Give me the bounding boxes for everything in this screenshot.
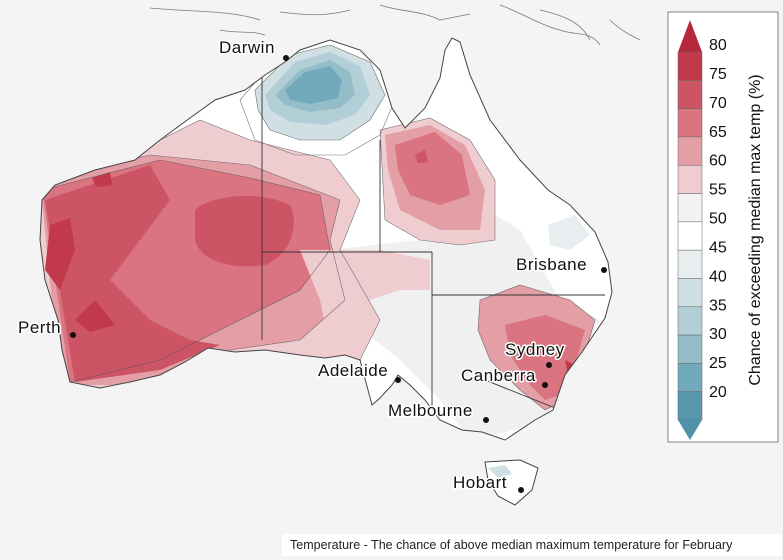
- colorbar-band: [677, 80, 703, 109]
- colorbar-tick-label: 70: [709, 95, 727, 112]
- city-sydney: Sydney: [504, 339, 566, 368]
- city-label-brisbane: Brisbane: [516, 255, 587, 274]
- colorbar-bottom-arrow: [678, 420, 702, 440]
- map-caption: Temperature - The chance of above median…: [282, 534, 782, 556]
- colorbar-tick-label: 60: [709, 153, 727, 170]
- australia-coastline: [39, 37, 613, 441]
- colorbar-title: Chance of exceeding median max temp (%): [747, 74, 764, 385]
- colorbar-tick-label: 80: [709, 37, 727, 54]
- colorbar-band: [677, 136, 703, 166]
- colorbar-band: [677, 306, 703, 336]
- city-label-perth: Perth: [18, 318, 61, 337]
- city-perth: Perth: [17, 317, 76, 339]
- city-brisbane: Brisbane: [515, 254, 607, 276]
- colorbar-band: [677, 108, 703, 138]
- colorbar-tick-labels: 80 75 70 65 60 55 50 45 40 35 30 25 20: [709, 37, 727, 401]
- colorbar-band: [677, 249, 703, 279]
- colorbar-tick-label: 75: [709, 66, 727, 83]
- tasmania: [484, 459, 539, 506]
- city-label-adelaide: Adelaide: [318, 361, 388, 380]
- colorbar-bands: [677, 51, 703, 421]
- neighbour-coastlines: [149, 4, 641, 46]
- city-melbourne: Melbourne: [387, 400, 489, 423]
- colorbar-tick-label: 20: [709, 384, 727, 401]
- colorbar-band: [677, 334, 703, 364]
- city-label-darwin: Darwin: [219, 38, 275, 57]
- city-label-hobart: Hobart: [453, 473, 507, 492]
- colorbar-legend: 80 75 70 65 60 55 50 45 40 35 30 25 20 Chance of exc…: [667, 11, 779, 443]
- city-hobart: Hobart: [452, 472, 524, 494]
- colorbar-band: [677, 193, 703, 223]
- colorbar-tick-label: 65: [709, 124, 727, 141]
- colorbar-tick-label: 50: [709, 211, 727, 228]
- colorbar-tick-label: 55: [709, 182, 727, 199]
- colorbar-tick-label: 30: [709, 326, 727, 343]
- colorbar-band: [677, 221, 703, 251]
- colorbar-tick-label: 35: [709, 297, 727, 314]
- colorbar-band: [677, 278, 703, 308]
- colorbar-tick-label: 40: [709, 268, 727, 285]
- colorbar-tick-label: 45: [709, 239, 727, 256]
- city-canberra: Canberra: [460, 365, 548, 388]
- colorbar-band: [677, 391, 703, 421]
- city-darwin: Darwin: [218, 37, 289, 61]
- colorbar-top-arrow: [678, 20, 702, 52]
- colorbar-tick-label: 25: [709, 355, 727, 372]
- colorbar-band: [677, 164, 703, 194]
- city-label-sydney: Sydney: [505, 340, 565, 359]
- city-label-canberra: Canberra: [461, 366, 536, 385]
- city-label-melbourne: Melbourne: [388, 401, 473, 420]
- city-adelaide: Adelaide: [317, 360, 401, 383]
- colorbar-band: [677, 51, 703, 81]
- colorbar-band: [677, 363, 703, 392]
